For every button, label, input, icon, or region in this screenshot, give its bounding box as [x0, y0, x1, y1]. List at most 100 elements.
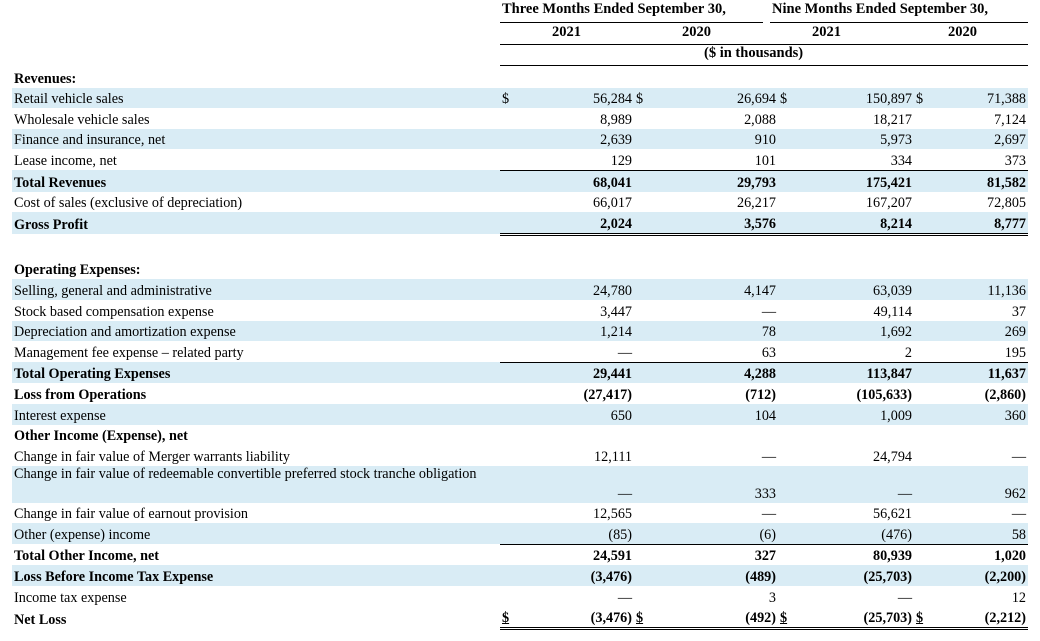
currency-symbol	[634, 523, 658, 545]
year-underline	[500, 44, 1028, 45]
row-label: Total Other Income, net	[14, 548, 160, 565]
row-label: Change in fair value of redeemable conve…	[12, 465, 500, 503]
value-cell: 101	[658, 149, 778, 171]
currency-symbol	[500, 383, 524, 404]
table-row: Change in fair value of earnout provisio…	[12, 503, 1028, 524]
row-label: Gross Profit	[12, 212, 500, 235]
value-cell: 11,136	[936, 279, 1028, 300]
table-row: Total Other Income, net 24,591 327 80,939 1,…	[12, 544, 1028, 565]
section-spacer	[12, 234, 1028, 259]
value-cell: 37	[1011, 303, 1026, 320]
currency-symbol	[500, 523, 524, 545]
value-cell: 80,939	[872, 548, 912, 565]
row-label: Selling, general and administrative	[12, 279, 500, 300]
value-cell: 63	[658, 341, 778, 363]
currency-symbol	[634, 362, 658, 384]
value-cell: (489)	[658, 565, 778, 587]
value-cell: 2,088	[744, 111, 776, 128]
value-cell: 327	[754, 548, 776, 565]
table-row: Other Income (Expense), net	[12, 425, 1028, 446]
currency-symbol	[778, 279, 802, 300]
units-underline	[500, 65, 1028, 66]
currency-symbol: $	[914, 606, 936, 631]
value-cell: 2,024	[524, 212, 634, 236]
value-cell: 1,214	[524, 320, 634, 342]
currency-symbol	[634, 465, 658, 503]
value-cell: 24,591	[592, 548, 632, 565]
currency-symbol	[634, 108, 658, 129]
row-label: Finance and insurance, net	[12, 128, 500, 150]
currency-symbol	[778, 67, 802, 88]
value-cell: (27,417)	[583, 386, 632, 403]
currency-symbol	[500, 149, 524, 171]
currency-symbol	[914, 503, 936, 524]
currency-symbol	[500, 320, 524, 342]
table-row: Cost of sales (exclusive of depreciation…	[12, 192, 1028, 213]
currency-symbol	[634, 128, 658, 150]
row-label: Operating Expenses:	[14, 262, 141, 279]
value-cell: 3	[768, 589, 776, 606]
currency-symbol	[500, 67, 524, 88]
value-cell: 58	[936, 523, 1028, 545]
value-cell: (25,703)	[802, 606, 914, 631]
currency-symbol	[634, 170, 658, 192]
value-cell	[802, 67, 914, 88]
value-cell: 4,288	[658, 362, 778, 384]
table-row: Interest expense 650 104 1,009 360	[12, 403, 1028, 425]
row-label: Revenues:	[14, 70, 77, 87]
table-row: Depreciation and amortization expense 1,2…	[12, 320, 1028, 342]
value-cell: 104	[658, 403, 778, 425]
value-cell: —	[617, 589, 632, 606]
currency-symbol	[500, 445, 524, 466]
currency-symbol	[914, 565, 936, 587]
currency-symbol	[500, 300, 524, 321]
value-cell: (25,703)	[802, 565, 914, 587]
spacer-cell	[658, 234, 778, 259]
value-cell: 7,124	[994, 111, 1026, 128]
row-label: Depreciation and amortization expense	[12, 320, 500, 342]
currency-symbol	[914, 128, 936, 150]
table-row: Income tax expense — 3 — 12	[12, 586, 1028, 607]
currency-symbol	[500, 544, 524, 565]
table-row: Selling, general and administrative 24,78…	[12, 279, 1028, 300]
spacer-cell	[500, 234, 524, 259]
table-row: Net Loss $ (3,476) $ (492) $ (25,703) $ (2,212)	[12, 606, 1028, 631]
value-cell	[658, 259, 778, 280]
currency-symbol: $	[634, 606, 658, 631]
table-row: Total Revenues 68,041 29,793 175,421 81,582	[12, 170, 1028, 192]
value-cell: 12,111	[594, 448, 632, 465]
currency-symbol	[634, 149, 658, 171]
currency-symbol	[778, 212, 802, 236]
currency-symbol	[500, 503, 524, 524]
currency-symbol	[778, 544, 802, 565]
period-header-nine-months: Nine Months Ended September 30,	[772, 1, 989, 17]
currency-symbol	[500, 279, 524, 300]
value-cell: (6)	[658, 523, 778, 545]
row-label: Total Revenues	[12, 170, 500, 192]
table-row: Lease income, net 129 101 334 373	[12, 149, 1028, 171]
currency-symbol	[634, 300, 658, 321]
currency-symbol	[500, 192, 524, 213]
value-cell: 1,020	[994, 548, 1026, 565]
row-label: Retail vehicle sales	[12, 87, 500, 109]
value-cell: —	[1011, 506, 1026, 523]
value-cell	[936, 259, 1028, 280]
currency-symbol	[778, 425, 802, 446]
value-cell: 68,041	[524, 170, 634, 192]
value-cell: (492)	[658, 606, 778, 631]
currency-symbol	[778, 445, 802, 466]
value-cell: (712)	[745, 386, 776, 403]
value-cell: 8,989	[600, 111, 632, 128]
table-row: Change in fair value of Merger warrants …	[12, 445, 1028, 466]
currency-symbol	[778, 149, 802, 171]
currency-symbol	[500, 465, 524, 503]
value-cell: 78	[658, 320, 778, 342]
value-cell: 26,217	[736, 195, 776, 212]
table-row: Other (expense) income (85) (6) (476) 58	[12, 523, 1028, 545]
value-cell: 910	[658, 128, 778, 150]
currency-symbol	[634, 341, 658, 363]
currency-symbol	[500, 341, 524, 363]
value-cell: 66,017	[592, 195, 632, 212]
currency-symbol	[778, 192, 802, 213]
value-cell: 3,447	[600, 303, 632, 320]
